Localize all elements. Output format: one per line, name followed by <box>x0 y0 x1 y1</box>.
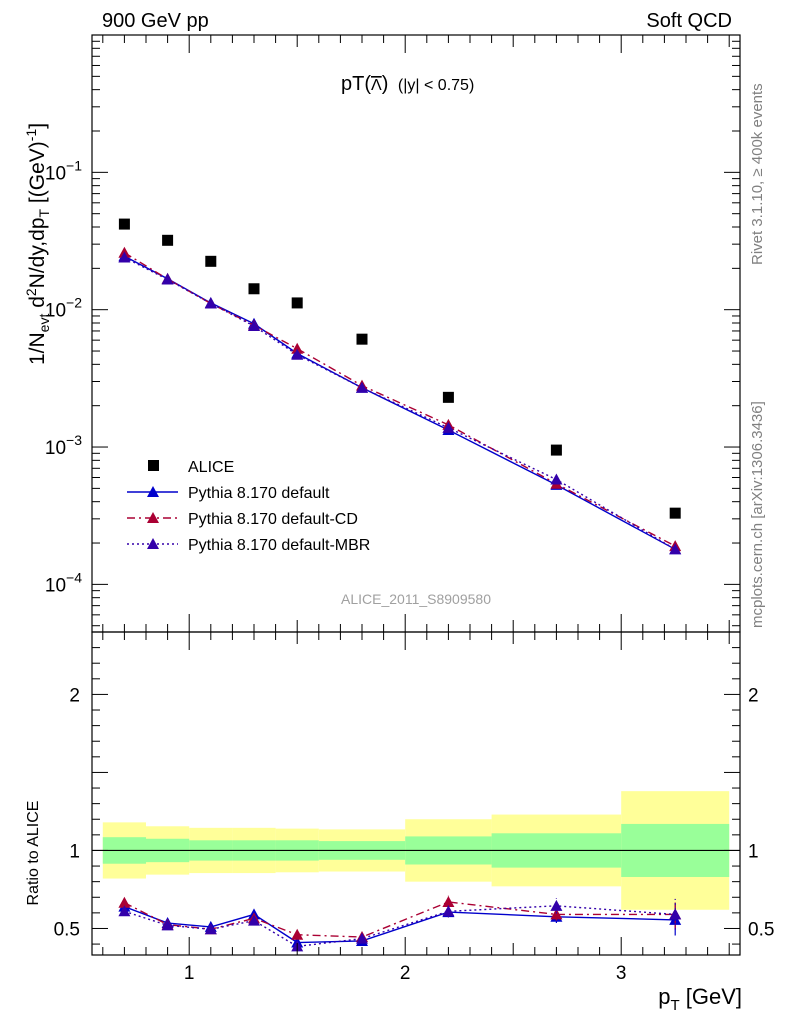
ratio-point <box>248 914 260 926</box>
ratio-panel: 0.5 0.5 1 1 2 2 1 2 3 Ratio to ALICE pT [GeV] <box>25 631 774 1014</box>
main-title-close: ) <box>382 73 389 95</box>
x-axis-label: pT [GeV] <box>658 984 742 1014</box>
ylabel-part-a: 1/N <box>26 332 49 365</box>
data-point-alice <box>118 218 130 230</box>
y-tick-label: 10−1 <box>45 157 82 184</box>
mcplots-label: mcplots.cern.ch [arXiv:1306.3436] <box>749 401 766 628</box>
ratio-panel-ticks: 0.5 0.5 1 1 2 2 1 2 3 <box>54 631 774 984</box>
y-tick-label: 10−4 <box>45 569 82 596</box>
series-line-2 <box>124 252 676 547</box>
x-tick-label: 1 <box>184 963 195 984</box>
ratio-y-axis-label: Ratio to ALICE <box>25 801 42 906</box>
data-point-pythia <box>291 342 304 354</box>
series-line-3 <box>124 256 676 550</box>
ratio-point <box>204 923 217 935</box>
ratio-y-tick-label-left: 1 <box>69 841 80 862</box>
legend-marker <box>147 486 159 497</box>
data-point-alice <box>205 255 217 267</box>
y-tick-label-base: 10 <box>45 575 66 596</box>
data-point-pythia <box>442 421 455 433</box>
x-tick-label: 3 <box>616 963 627 984</box>
ratio-point <box>161 919 174 931</box>
y-tick-label-base: 10 <box>45 438 66 459</box>
ratio-y-tick-label-right: 1 <box>748 841 759 862</box>
ratio-y-tick-label-right: 2 <box>748 685 759 706</box>
main-panel-ticks: 10−110−210−310−4 <box>45 34 740 632</box>
data-point-alice <box>162 234 174 246</box>
watermark: ALICE_2011_S8909580 <box>341 591 491 607</box>
ratio-y-tick-label-right: 0.5 <box>748 919 774 940</box>
ratio-panel-frame <box>91 631 741 956</box>
header-left: 900 GeV pp <box>102 10 209 32</box>
ylabel-part-e: N/dy,dp <box>26 217 49 288</box>
main-title-cut: (|y| < 0.75) <box>398 77 474 94</box>
main-title: pT(Λ) (|y| < 0.75) <box>341 73 474 95</box>
data-point-pythia <box>356 381 368 393</box>
xlabel-part-a: p <box>658 984 670 1009</box>
legend-marker <box>148 460 159 471</box>
data-point-alice <box>356 333 368 345</box>
ratio-point <box>118 896 131 908</box>
data-point-pythia <box>161 273 174 285</box>
ylabel-part-f: T <box>36 208 52 217</box>
rivet-label: Rivet 3.1.10, ≥ 400k events <box>749 83 766 265</box>
y-tick-label-exp: −4 <box>66 569 82 585</box>
legend-label: Pythia 8.170 default-MBR <box>188 537 370 554</box>
ratio-point <box>550 908 563 920</box>
ratio-point <box>291 928 304 940</box>
y-tick-label: 10−3 <box>45 432 82 459</box>
ratio-point <box>669 908 682 920</box>
xlabel-part-b: T <box>670 997 679 1014</box>
legend-marker <box>147 538 159 549</box>
data-point-pythia <box>248 320 260 332</box>
main-title-symbol: Λ <box>371 77 382 94</box>
y-tick-label-exp: −3 <box>66 432 82 448</box>
xlabel-part-c: [GeV] <box>680 984 742 1009</box>
data-point-alice <box>550 444 562 456</box>
y-tick-label-exp: −2 <box>66 295 82 311</box>
data-point-pythia <box>204 297 217 309</box>
main-panel: 10−110−210−310−4 pT(Λ) (|y| < 0.75) 1/Ne… <box>23 34 741 633</box>
main-title-text: pT( <box>341 73 371 95</box>
data-point-pythia <box>669 543 682 555</box>
data-point-pythia <box>550 473 563 485</box>
ratio-y-tick-label-left: 0.5 <box>54 919 80 940</box>
ratio-point <box>356 932 368 944</box>
data-point-pythia <box>118 251 131 263</box>
x-tick-label: 2 <box>400 963 411 984</box>
data-point-alice <box>291 297 303 309</box>
data-point-alice <box>442 391 454 403</box>
ylabel-part-d: 2 <box>23 288 39 296</box>
ratio-line-0 <box>124 905 676 944</box>
ylabel-part-h: -1 <box>23 129 39 142</box>
y-tick-label-base: 10 <box>45 301 66 322</box>
ratio-y-tick-label-left: 2 <box>69 685 80 706</box>
data-point-pythia <box>291 348 304 360</box>
data-point-alice <box>669 507 681 519</box>
ratio-panel-data <box>92 791 740 952</box>
data-point-alice <box>248 283 260 295</box>
ylabel-part-g: [(GeV) <box>26 141 49 209</box>
ylabel-part-c: d <box>26 296 49 314</box>
ratio-point <box>550 899 563 911</box>
main-panel-data <box>118 218 682 555</box>
legend-label: Pythia 8.170 default-CD <box>188 511 358 528</box>
ratio-line-2 <box>124 905 676 948</box>
ratio-point <box>118 905 131 917</box>
main-y-axis-label: 1/Nevt d2N/dy,dpT [(GeV)-1] <box>23 123 52 365</box>
legend-marker <box>147 512 159 523</box>
y-tick-label-exp: −1 <box>66 157 82 173</box>
header-right: Soft QCD <box>646 10 732 32</box>
legend-label: Pythia 8.170 default <box>188 485 330 502</box>
ylabel-part-b: evt <box>36 314 52 333</box>
y-tick-label: 10−2 <box>45 295 82 322</box>
ylabel-part-i: ] <box>26 123 49 129</box>
ratio-point <box>442 895 455 907</box>
y-tick-label-base: 10 <box>45 163 66 184</box>
legend-label: ALICE <box>188 459 234 476</box>
legend: ALICE Pythia 8.170 default Pythia 8.170 de… <box>127 459 370 554</box>
ratio-point <box>442 905 455 917</box>
